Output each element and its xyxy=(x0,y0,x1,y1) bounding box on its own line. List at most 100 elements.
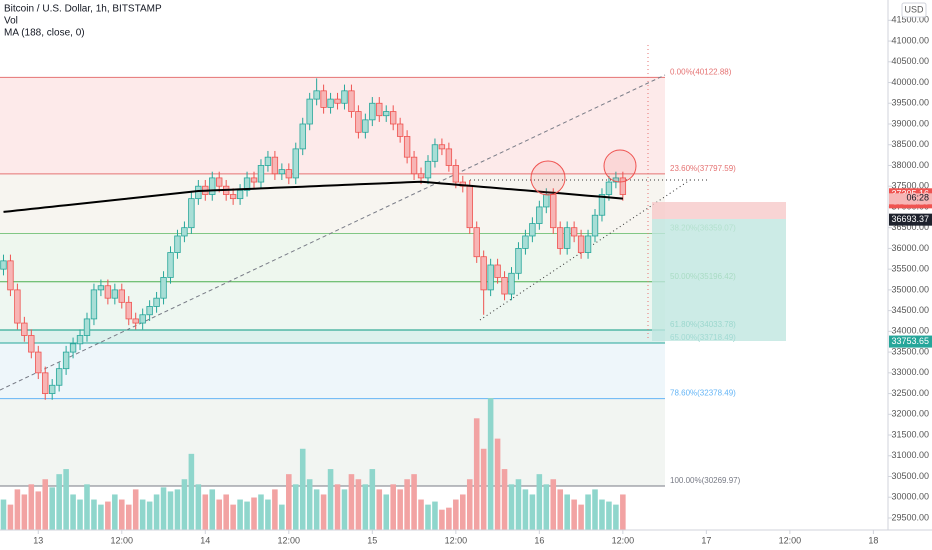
volume-bar xyxy=(237,499,243,530)
volume-bar xyxy=(216,499,222,530)
volume-bar xyxy=(279,504,285,530)
volume-bar xyxy=(160,487,167,530)
volume-bar xyxy=(571,499,577,530)
volume-pane xyxy=(0,398,626,530)
candle-body xyxy=(111,289,119,299)
candle-body xyxy=(355,111,362,133)
candle-body xyxy=(55,368,63,386)
highlight-circle xyxy=(603,149,637,183)
x-tick-label: 15 xyxy=(367,535,377,545)
volume-bar xyxy=(390,484,396,530)
candle-body xyxy=(424,160,432,179)
volume-bar xyxy=(28,484,35,530)
volume-bar xyxy=(446,507,452,530)
volume-bar xyxy=(21,494,28,530)
x-tick-label: 14 xyxy=(200,535,210,545)
fib-label: 78.60%(32378.49) xyxy=(670,389,736,398)
volume-bar xyxy=(432,501,438,530)
x-tick-label: 12:00 xyxy=(278,535,301,545)
candle-body xyxy=(28,335,35,353)
volume-bar xyxy=(132,489,139,530)
candle-body xyxy=(104,285,112,299)
x-tick-label: 17 xyxy=(701,535,711,545)
axes: 29500.00 30000.00 30500.00 31000.00 31500.00… xyxy=(33,15,932,545)
candle-body xyxy=(550,194,557,229)
candle-body xyxy=(466,185,473,229)
candle-body xyxy=(132,318,139,324)
volume-legend: Vol xyxy=(4,16,18,27)
y-tick-label: 41000.00 xyxy=(891,35,929,45)
y-tick-label: 38500.00 xyxy=(891,139,929,149)
volume-bar xyxy=(77,499,83,530)
volume-bar xyxy=(265,499,271,530)
volume-bar xyxy=(14,489,21,530)
volume-bar xyxy=(522,489,529,530)
y-tick-label: 35000.00 xyxy=(891,284,929,294)
fib-zone xyxy=(0,173,665,234)
volume-bar xyxy=(223,494,229,530)
countdown: 06:28 xyxy=(906,193,929,203)
fib-label: 0.00%(40122.88) xyxy=(670,68,732,77)
y-tick-label: 40000.00 xyxy=(891,77,929,87)
volume-bar xyxy=(112,494,118,530)
volume-bar xyxy=(313,489,320,530)
candle-body xyxy=(334,98,341,104)
volume-bar xyxy=(369,469,376,530)
currency-badge[interactable] xyxy=(901,2,927,18)
candle-body xyxy=(557,227,564,249)
volume-bar xyxy=(63,469,69,530)
chart-title: Bitcoin / U.S. Dollar, 1h, BITSTAMP xyxy=(4,4,162,15)
volume-bar xyxy=(195,484,202,530)
y-tick-label: 39500.00 xyxy=(891,98,929,108)
volume-bar xyxy=(418,499,424,530)
volume-bar xyxy=(473,418,480,530)
candle-body xyxy=(313,90,320,100)
candle-body xyxy=(118,289,125,303)
candle-body xyxy=(605,181,613,195)
candle-body xyxy=(522,235,529,249)
candle-body xyxy=(285,169,292,179)
x-tick-label: 12:00 xyxy=(111,535,134,545)
candle-body xyxy=(536,206,543,224)
candle-body xyxy=(452,165,460,183)
y-tick-label: 40500.00 xyxy=(891,56,929,66)
x-tick-label: 12:00 xyxy=(779,535,802,545)
volume-bar xyxy=(550,479,557,530)
y-tick-label: 36000.00 xyxy=(891,243,929,253)
fib-zone xyxy=(0,77,665,174)
candle-body xyxy=(410,156,418,175)
volume-bar xyxy=(557,489,564,530)
volume-bar xyxy=(494,438,501,530)
candle-body xyxy=(598,194,606,216)
y-tick-label: 41500.00 xyxy=(891,15,929,25)
volume-bar xyxy=(327,469,334,530)
candle-body xyxy=(529,223,536,237)
volume-bar xyxy=(599,499,605,530)
candle-body xyxy=(69,343,77,353)
volume-bar xyxy=(139,499,146,530)
candle-body xyxy=(257,165,265,183)
candle-body xyxy=(0,260,7,270)
volume-bar xyxy=(42,479,49,530)
candle-body xyxy=(403,136,411,158)
volume-bar xyxy=(125,504,132,530)
candle-body xyxy=(376,102,383,117)
target-zone xyxy=(652,219,786,341)
candle-body xyxy=(292,148,299,179)
candle-body xyxy=(216,177,223,187)
candle-body xyxy=(153,297,160,307)
candle-body xyxy=(125,301,132,320)
candle-body xyxy=(209,177,216,195)
volume-bar xyxy=(167,491,174,530)
ma-line xyxy=(3,180,623,213)
candle-body xyxy=(570,227,578,237)
candle-body xyxy=(431,144,439,162)
candle-body xyxy=(306,98,313,125)
candle-body xyxy=(167,252,174,278)
volume-bar xyxy=(334,484,341,530)
volume-bar xyxy=(306,479,313,530)
volume-bar xyxy=(35,491,42,530)
y-tick-label: 30000.00 xyxy=(891,492,929,502)
volume-bar xyxy=(585,494,591,530)
candle-body xyxy=(188,198,195,229)
